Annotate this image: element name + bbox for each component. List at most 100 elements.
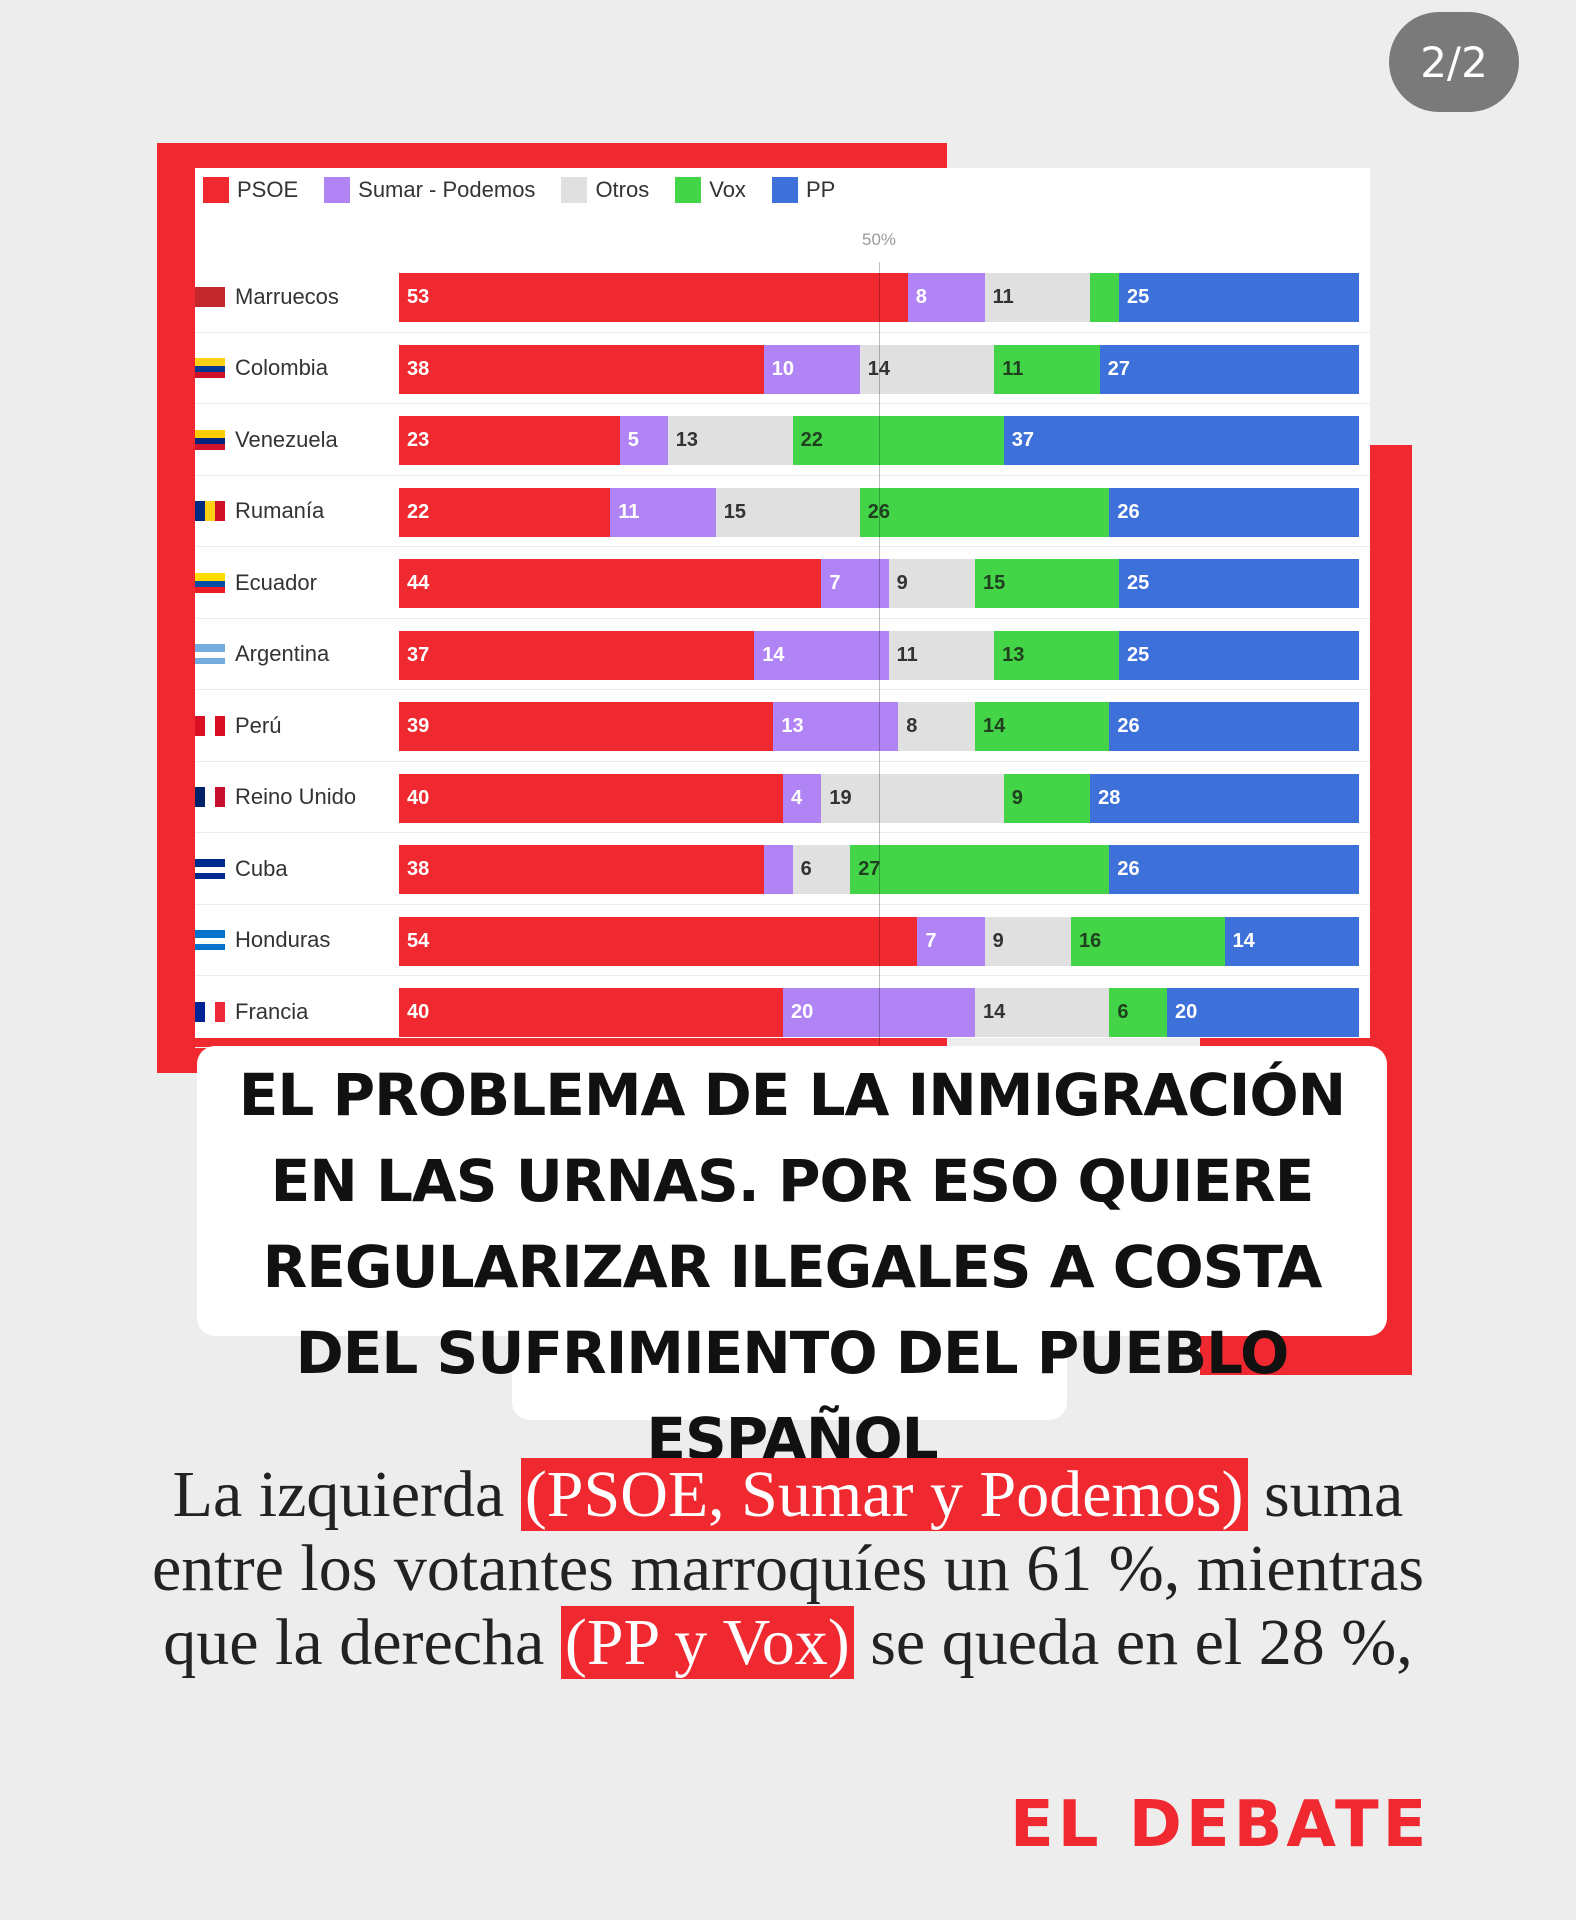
- category-label: Cuba: [195, 833, 288, 905]
- bar-segment: 26: [1109, 845, 1359, 894]
- bar-segment: 38: [399, 344, 764, 394]
- body-highlight-left: (PSOE, Sumar y Podemos): [520, 1458, 1248, 1531]
- bar-segment: 15: [974, 559, 1119, 608]
- reference-50-line: [879, 262, 880, 1049]
- headline: EL PROBLEMA DE LA INMIGRACIÓN EN LAS URN…: [238, 1061, 1346, 1473]
- data-label: 25: [1126, 643, 1150, 666]
- category-name: Perú: [235, 712, 282, 738]
- data-label: 10: [771, 357, 795, 380]
- data-label: 13: [781, 715, 804, 737]
- data-label: 6: [1117, 1001, 1129, 1023]
- chart-row: Honduras 54 7 9 16 14: [195, 905, 1370, 977]
- stacked-bar: 40 20 14 6 20: [399, 988, 1359, 1037]
- chart-row: Ecuador 44 7 9 15 25: [195, 547, 1370, 619]
- category-name: Honduras: [235, 927, 331, 953]
- bar-segment: 11: [610, 487, 716, 537]
- legend-item: PSOE: [203, 177, 298, 203]
- data-label: 6: [800, 858, 812, 880]
- category-name: Venezuela: [235, 426, 338, 452]
- chart-row: Reino Unido 40 4 19 9 28: [195, 762, 1370, 834]
- bar-segment: 6: [1109, 988, 1167, 1037]
- category-label: Honduras: [195, 905, 330, 977]
- data-label: 23: [407, 429, 430, 451]
- bar-segment: 14: [975, 988, 1110, 1037]
- bar-segment: 9: [1003, 773, 1091, 823]
- data-label: 15: [723, 500, 747, 523]
- body-part-3: se queda en el 28 %,: [870, 1606, 1413, 1679]
- bar-segment: 11: [994, 344, 1100, 394]
- bar-segment: 6: [792, 845, 851, 894]
- bar-segment: 25: [1118, 559, 1359, 608]
- category-name: Marruecos: [235, 283, 339, 309]
- legend-item: Sumar - Podemos: [324, 177, 535, 203]
- bar-segment: 20: [783, 988, 975, 1037]
- brand-logo: EL DEBATE: [1010, 1788, 1431, 1862]
- data-label: 14: [762, 643, 785, 666]
- data-label: 8: [906, 715, 918, 737]
- data-label: 14: [867, 357, 891, 380]
- stacked-bar-chart: PSOE Sumar - Podemos Otros Vox PP 50% Marrue…: [195, 168, 1370, 1049]
- bar-segment: 54: [399, 916, 918, 966]
- data-label: 11: [896, 643, 918, 666]
- flag-icon: [195, 429, 225, 450]
- data-label: 38: [407, 357, 430, 380]
- bar-segment: 8: [907, 273, 985, 322]
- bar-segment: 22: [792, 416, 1004, 465]
- category-label: Rumanía: [195, 476, 324, 548]
- bar-segment: 4: [783, 773, 822, 823]
- bar-segment: 28: [1090, 773, 1359, 823]
- category-label: Reino Unido: [195, 762, 356, 834]
- bar-segment: 40: [399, 988, 783, 1037]
- body-part-1: La izquierda: [172, 1458, 505, 1531]
- bar-segment: 25: [1118, 630, 1359, 680]
- stacked-bar: 40 4 19 9 28: [399, 773, 1359, 823]
- chart-row: Venezuela 23 5 13 22 37: [195, 404, 1370, 476]
- chart-row: Argentina 37 14 11 13 25: [195, 619, 1370, 691]
- page-indicator: 2/2: [1389, 12, 1519, 112]
- category-label: Francia: [195, 976, 308, 1048]
- bar-segment: 14: [859, 344, 995, 394]
- headline-box-tail: [512, 1300, 1067, 1420]
- flag-icon: [195, 501, 225, 522]
- legend-swatch: [561, 177, 588, 203]
- stacked-bar: 53 8 11 25: [399, 273, 1359, 322]
- data-label: 14: [1232, 929, 1255, 952]
- legend-label: Sumar - Podemos: [358, 177, 536, 202]
- stacked-bar: 39 13 8 14 26: [399, 702, 1359, 751]
- chart-row: Cuba 38 6 27 26: [195, 833, 1370, 905]
- flag-icon: [195, 787, 225, 808]
- bar-segment: 39: [399, 702, 774, 751]
- bar-segment: 23: [399, 416, 620, 465]
- category-name: Rumanía: [235, 498, 325, 524]
- data-label: 27: [1107, 357, 1131, 380]
- data-label: 11: [1002, 357, 1024, 380]
- legend-item: Vox: [675, 177, 746, 203]
- bar-segment: 11: [888, 630, 995, 680]
- legend-swatch: [203, 177, 229, 203]
- data-label: 26: [1117, 858, 1140, 880]
- data-label: 14: [982, 715, 1006, 737]
- data-label: 9: [896, 572, 908, 594]
- stacked-bar: 22 11 15 26 26: [399, 487, 1359, 537]
- data-label: 19: [829, 786, 852, 809]
- chart-row: Perú 39 13 8 14 26: [195, 690, 1370, 762]
- bar-segment: 26: [1109, 487, 1359, 537]
- body-highlight-right: (PP y Vox): [560, 1606, 854, 1679]
- legend-swatch: [771, 177, 798, 203]
- bar-segment: 40: [399, 773, 783, 823]
- legend-label: Otros: [595, 177, 650, 202]
- data-label: 40: [407, 786, 430, 809]
- category-name: Cuba: [235, 855, 288, 881]
- category-label: Argentina: [195, 619, 329, 691]
- category-label: Ecuador: [195, 547, 317, 619]
- bar-segment: 38: [399, 845, 764, 894]
- bar-segment: 20: [1166, 988, 1359, 1037]
- flag-icon: [195, 644, 225, 665]
- stacked-bar: 23 5 13 22 37: [399, 416, 1359, 465]
- data-label: 37: [1011, 429, 1035, 451]
- bar-segment: [763, 845, 793, 894]
- data-label: 9: [992, 929, 1004, 952]
- bar-segment: 11: [984, 273, 1091, 322]
- data-label: 40: [407, 1001, 430, 1023]
- data-label: 16: [1078, 929, 1102, 952]
